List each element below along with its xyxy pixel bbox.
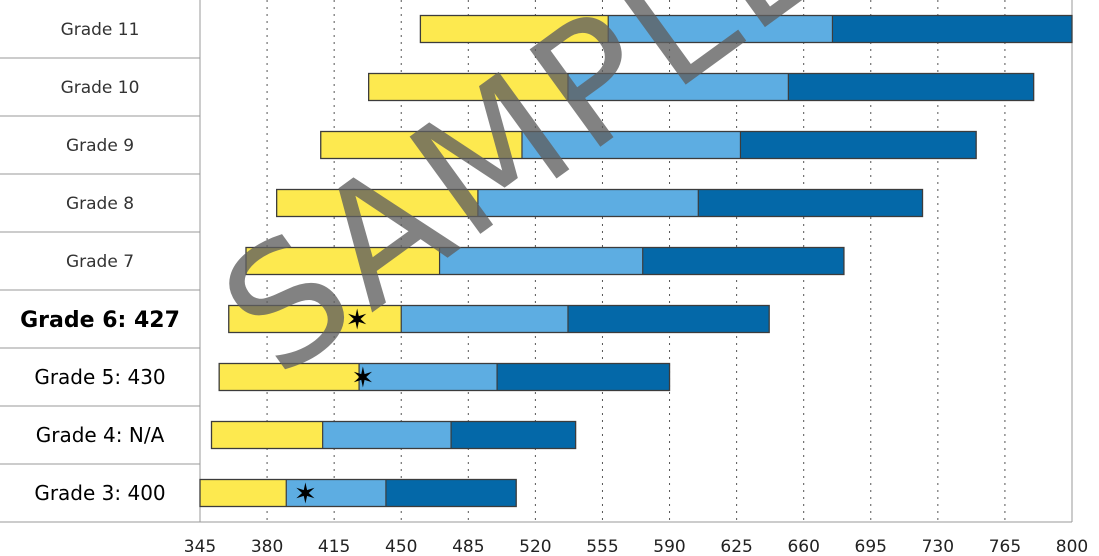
bar-segment-yellow xyxy=(228,305,402,333)
bar-segment-dark-blue xyxy=(385,479,517,507)
row-label: Grade 7 xyxy=(66,252,134,272)
score-marker-star-icon xyxy=(348,308,367,330)
bar-segment-dark-blue xyxy=(642,247,844,275)
row-label: Grade 8 xyxy=(66,194,134,214)
x-tick-label: 800 xyxy=(1056,537,1088,556)
bar-outline xyxy=(368,72,1035,102)
bar-segment-dark-blue xyxy=(788,73,1034,101)
bar-segment-yellow xyxy=(200,479,287,507)
star-spoke xyxy=(348,313,367,325)
bar-segment-light-blue xyxy=(439,247,643,275)
x-tick-label: 450 xyxy=(385,537,417,556)
bar-segment-yellow xyxy=(219,363,360,391)
row-label: Grade 5: 430 xyxy=(34,365,165,389)
bar-segment-yellow xyxy=(368,73,568,101)
x-tick-label: 660 xyxy=(787,537,819,556)
bar-segment-light-blue xyxy=(359,363,498,391)
bar-outline xyxy=(245,246,845,276)
x-tick-label: 590 xyxy=(653,537,685,556)
score-marker-star-icon xyxy=(296,482,315,504)
row-label: Grade 6: 427 xyxy=(20,308,180,333)
x-tick-label: 345 xyxy=(184,537,216,556)
bar-segment-dark-blue xyxy=(567,305,770,333)
x-tick-label: 380 xyxy=(251,537,283,556)
bar-segment-light-blue xyxy=(477,189,699,217)
bar-outline xyxy=(210,420,577,450)
bar-segment-yellow xyxy=(420,15,609,43)
bar-segment-yellow xyxy=(320,131,522,159)
bar-segment-light-blue xyxy=(567,73,789,101)
row-label: Grade 4: N/A xyxy=(36,423,165,447)
x-tick-label: 555 xyxy=(586,537,618,556)
bar-segment-dark-blue xyxy=(740,131,977,159)
bar-segment-dark-blue xyxy=(832,15,1072,43)
row-label: Grade 11 xyxy=(61,20,140,40)
bar-segment-yellow xyxy=(211,421,323,449)
row-label: Grade 3: 400 xyxy=(34,481,165,505)
x-tick-label: 485 xyxy=(452,537,484,556)
bar-outline xyxy=(218,362,671,392)
row-label: Grade 10 xyxy=(61,78,140,98)
x-tick-label: 765 xyxy=(989,537,1021,556)
bar-segment-light-blue xyxy=(521,131,741,159)
bar-outline xyxy=(276,188,924,218)
bar-segment-dark-blue xyxy=(497,363,670,391)
bar-segment-yellow xyxy=(245,247,440,275)
x-tick-label: 695 xyxy=(855,537,887,556)
bar-outline xyxy=(228,304,770,334)
bar-segment-yellow xyxy=(276,189,478,217)
bar-segment-light-blue xyxy=(401,305,568,333)
bar-segment-dark-blue xyxy=(698,189,923,217)
bar-segment-dark-blue xyxy=(451,421,576,449)
bar-segment-light-blue xyxy=(286,479,386,507)
x-tick-label: 415 xyxy=(318,537,350,556)
score-marker-star-icon xyxy=(353,366,372,388)
x-tick-label: 730 xyxy=(922,537,954,556)
bar-segment-light-blue xyxy=(322,421,452,449)
star-spoke xyxy=(296,487,315,499)
x-tick-label: 520 xyxy=(519,537,551,556)
bar-segment-light-blue xyxy=(608,15,833,43)
star-spoke xyxy=(353,371,372,383)
row-label: Grade 9 xyxy=(66,136,134,156)
bar-outline xyxy=(320,130,977,160)
x-tick-label: 625 xyxy=(720,537,752,556)
bar-outline xyxy=(419,14,1073,44)
bar-outline xyxy=(199,478,517,508)
